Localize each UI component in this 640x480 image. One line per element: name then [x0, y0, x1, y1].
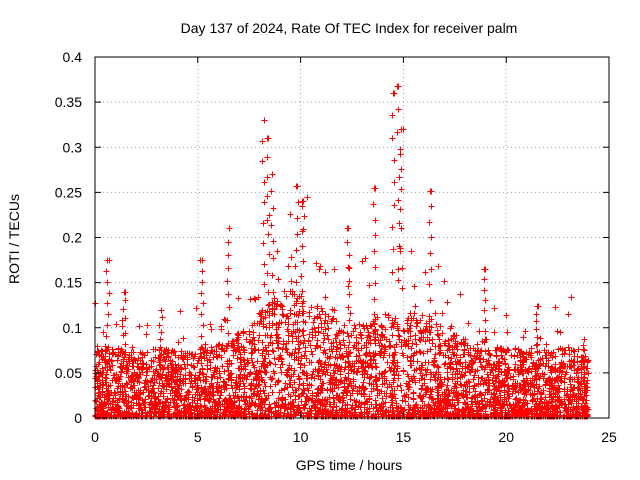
peak-point [269, 171, 276, 178]
y-axis-label: ROTI / TECUs [6, 194, 22, 284]
peak-point [372, 185, 379, 192]
grid [95, 57, 609, 418]
y-tick-label: 0.35 [55, 94, 82, 110]
peak-point [398, 126, 405, 133]
y-tick-label: 0.25 [55, 184, 82, 200]
peak-point [226, 225, 233, 232]
peak-point [481, 266, 488, 273]
y-tick-label: 0.1 [63, 320, 83, 336]
peak-point [158, 307, 165, 314]
y-tick-label: 0.15 [55, 275, 82, 291]
y-tick-label: 0 [74, 410, 82, 426]
x-tick-label: 15 [396, 429, 412, 445]
peak-point [300, 198, 307, 205]
x-tick-label: 5 [194, 429, 202, 445]
peak-point [581, 336, 588, 343]
peak-point [199, 257, 206, 264]
peak-point [261, 117, 268, 124]
x-axis-label: GPS time / hours [296, 457, 403, 473]
peak-point [293, 183, 300, 190]
peak-point [345, 225, 352, 232]
x-tick-label: 10 [293, 429, 309, 445]
roti-markers [92, 83, 592, 420]
y-tick-label: 0.3 [63, 139, 83, 155]
x-tick-label: 0 [91, 429, 99, 445]
peak-point [265, 135, 272, 142]
x-tick-label: 20 [498, 429, 514, 445]
peak-point [534, 303, 541, 310]
x-tick-label: 25 [601, 429, 617, 445]
peak-point [121, 289, 128, 296]
y-tick-label: 0.05 [55, 365, 82, 381]
peak-point [395, 83, 402, 90]
chart-title: Day 137 of 2024, Rate Of TEC Index for r… [181, 20, 518, 36]
peak-point [104, 257, 111, 264]
peak-point [427, 188, 434, 195]
y-tick-label: 0.2 [63, 230, 83, 246]
data-points [92, 83, 592, 420]
y-tick-label: 0.4 [63, 49, 83, 65]
peak-point [390, 90, 397, 97]
axis-ticks: 0 5 10 15 20 25 0 0.05 0.1 0.15 0.2 0.25 0.3 0.35 0.4 [55, 49, 617, 445]
